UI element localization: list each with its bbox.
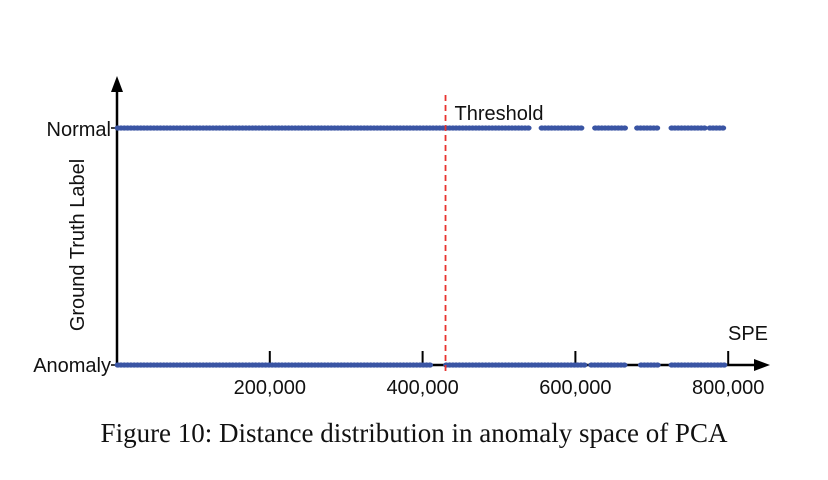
point-anomaly	[654, 362, 661, 368]
point-anomaly	[581, 362, 588, 368]
y-tick-label-anomaly: Anomaly	[33, 355, 111, 377]
point-anomaly	[721, 362, 728, 368]
x-axis-arrow	[754, 359, 770, 371]
chart: Normal Anomaly Ground Truth Label SPE 20…	[33, 76, 770, 399]
point-normal	[525, 125, 532, 131]
y-tick-label-normal: Normal	[47, 119, 111, 141]
x-tick-label: 800,000	[692, 377, 764, 399]
x-ticks: 200,000 400,000 600,000 800,000	[234, 351, 764, 399]
point-normal	[653, 125, 661, 131]
point-normal	[719, 125, 727, 131]
point-anomaly	[621, 362, 628, 368]
x-tick-label: 600,000	[539, 377, 611, 399]
x-tick-label: 200,000	[234, 377, 306, 399]
point-normal	[701, 125, 708, 131]
point-normal	[578, 125, 585, 131]
threshold-label: Threshold	[455, 103, 544, 125]
x-axis-label: SPE	[728, 323, 768, 345]
y-axis-label: Ground Truth Label	[67, 159, 89, 331]
x-tick-label: 400,000	[386, 377, 458, 399]
figure-caption: Figure 10: Distance distribution in anom…	[100, 418, 728, 448]
point-normal	[621, 125, 628, 131]
data-points	[114, 125, 728, 368]
y-axis-arrow	[111, 76, 123, 92]
point-anomaly	[426, 362, 434, 368]
